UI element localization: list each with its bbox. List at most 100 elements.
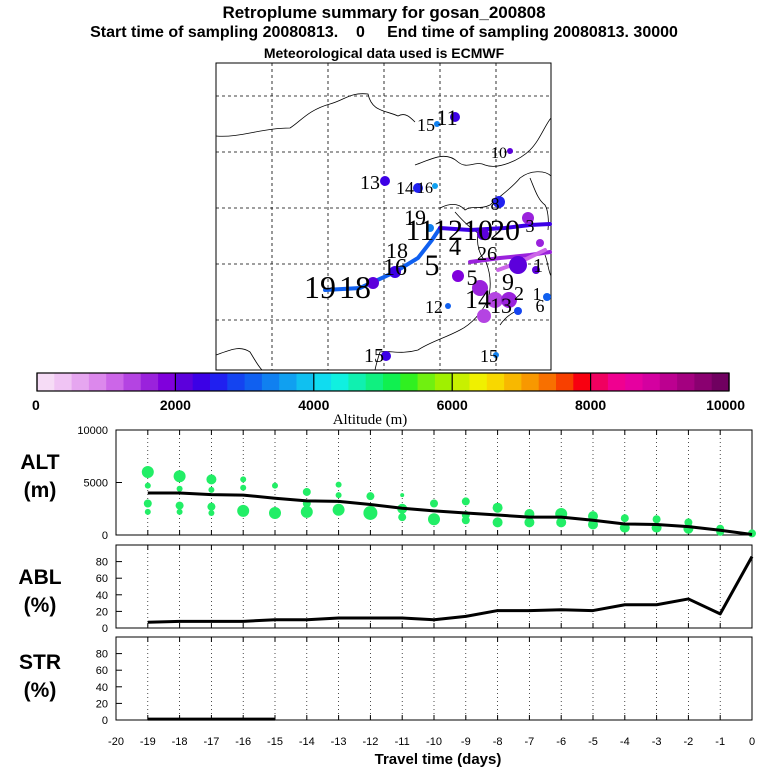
colorbar-tick-label: 2000 <box>160 397 191 413</box>
plume-day-label: 18 <box>386 238 408 263</box>
trajectory-line <box>438 222 552 233</box>
panel-ylabel: (%) <box>24 594 57 617</box>
plume-day-label: 15 <box>480 346 498 366</box>
altitude-scatter-point <box>240 476 247 483</box>
altitude-scatter-point <box>335 492 342 499</box>
altitude-scatter-point <box>400 493 405 498</box>
plume-dot <box>493 196 505 208</box>
altitude-scatter-point <box>366 492 375 501</box>
plume-dot <box>472 280 488 296</box>
x-tick-label: -3 <box>652 736 662 748</box>
plume-day-label: 5 <box>425 249 440 282</box>
plume-day-label: 13 <box>490 293 512 318</box>
altitude-scatter-point <box>175 501 184 510</box>
plume-dot <box>536 239 544 247</box>
colorbar-swatch <box>434 373 453 391</box>
y-tick-label: 40 <box>96 682 108 694</box>
colorbar-swatch <box>331 373 349 391</box>
colorbar-tick-label: 6000 <box>437 397 468 413</box>
series-line-alt <box>147 491 753 536</box>
plume-day-label: 6 <box>536 296 545 316</box>
colorbar-swatch <box>590 373 609 391</box>
colorbar-swatch <box>486 373 505 391</box>
x-tick-label: -15 <box>267 736 283 748</box>
colorbar-swatch <box>556 373 574 391</box>
plume-day-label: 10 <box>463 214 493 247</box>
colorbar-swatch <box>158 373 176 391</box>
plume-day-label: 18 <box>339 269 371 305</box>
x-tick-label: -18 <box>172 736 188 748</box>
altitude-scatter-point <box>430 499 438 508</box>
altitude-scatter-point <box>332 503 345 516</box>
colorbar-swatch <box>106 373 125 391</box>
colorbar-swatch <box>365 373 384 391</box>
x-tick-label: -1 <box>715 736 725 748</box>
colorbar-swatch <box>469 373 488 391</box>
colorbar-swatch <box>383 373 401 391</box>
altitude-scatter-point <box>461 516 470 525</box>
altitude-scatter-point <box>208 509 215 516</box>
colorbar-tick-label: 10000 <box>706 397 745 413</box>
x-axis-title: Travel time (days) <box>375 751 502 768</box>
plume-dot <box>532 266 540 274</box>
colorbar-swatch <box>210 373 228 391</box>
plume-dot <box>501 292 517 308</box>
plume-dot <box>434 121 440 127</box>
plume-day-label: 16 <box>383 255 407 281</box>
x-tick-label: -11 <box>395 736 410 748</box>
sampling-time-subtitle: Start time of sampling 20080813. 0 End t… <box>90 24 678 41</box>
plume-dot <box>450 112 460 122</box>
plume-day-label: 5 <box>467 265 478 290</box>
plume-day-label: 9 <box>502 270 514 296</box>
colorbar-swatch <box>607 373 626 391</box>
colorbar-swatch <box>642 373 661 391</box>
plume-day-label: 14 <box>465 285 491 314</box>
y-tick-label: 0 <box>102 623 108 635</box>
met-data-note: Meteorological data used is ECMWF <box>263 45 505 61</box>
plume-dot <box>381 351 391 361</box>
colorbar-swatch <box>573 373 592 391</box>
altitude-scatter-point <box>208 486 215 493</box>
colorbar-swatch <box>659 373 678 391</box>
colorbar-swatch <box>504 373 522 391</box>
colorbar-swatch <box>400 373 419 391</box>
colorbar-swatch <box>227 373 246 391</box>
colorbar-swatch <box>348 373 367 391</box>
colorbar-swatch <box>244 373 263 391</box>
colorbar-swatch <box>711 373 730 391</box>
panel-alt: 0 5000 10000 ALT (m) <box>20 425 756 542</box>
altitude-scatter-point <box>176 508 183 515</box>
plume-dot <box>507 148 513 154</box>
colorbar-swatch <box>88 373 107 391</box>
colorbar-swatch <box>452 373 471 391</box>
plume-day-label: 15 <box>417 115 435 135</box>
altitude-scatter-point <box>492 502 503 513</box>
plume-day-label: 10 <box>491 145 507 162</box>
colorbar-swatch <box>538 373 557 391</box>
altitude-scatter-point <box>207 502 216 511</box>
plume-day-label: 11 <box>436 105 457 130</box>
y-tick-label: 5000 <box>84 478 108 490</box>
x-tick-label: -16 <box>235 736 251 748</box>
plume-day-label: 1 <box>533 255 543 277</box>
y-tick-label: 40 <box>96 590 108 602</box>
y-tick-label: 80 <box>96 557 108 569</box>
altitude-scatter-point <box>428 513 440 526</box>
x-tick-label: -2 <box>684 736 694 748</box>
coastlines <box>215 93 552 371</box>
y-tick-label: 10000 <box>77 425 108 437</box>
colorbar-tick-label: 8000 <box>575 397 606 413</box>
altitude-scatter-point <box>240 484 247 491</box>
panel-ylabel: (m) <box>24 479 57 502</box>
panel-abl: 0 20 40 60 80 ABL (%) <box>18 544 754 635</box>
plume-dot <box>380 176 390 186</box>
chart-title: Retroplume summary for gosan_200808 <box>222 3 546 22</box>
plume-dot <box>389 266 401 278</box>
map-gridlines <box>216 63 551 370</box>
x-tick-label: -5 <box>588 736 598 748</box>
plume-day-label: 15 <box>364 345 384 367</box>
x-tick-label: -13 <box>331 736 347 748</box>
